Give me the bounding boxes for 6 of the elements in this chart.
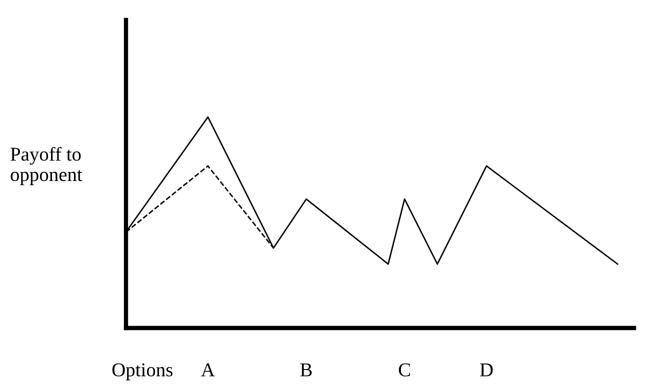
x-tick-label: B xyxy=(300,363,312,376)
x-tick-label: D xyxy=(480,363,493,376)
y-axis-title: Payoff to opponent xyxy=(10,146,82,186)
x-tick-label: Options xyxy=(112,363,172,380)
x-tick-label: A xyxy=(201,363,215,376)
x-tick-label: C xyxy=(398,363,410,376)
